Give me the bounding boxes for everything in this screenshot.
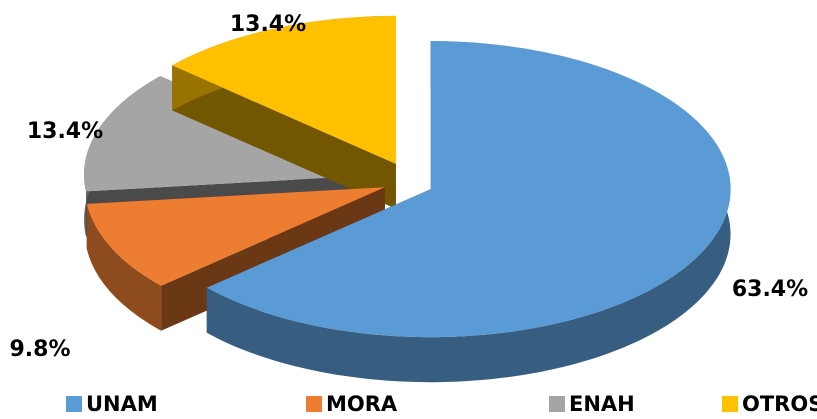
legend-label: ENAH [569, 392, 635, 416]
legend-swatch [722, 396, 738, 412]
slice [206, 41, 731, 338]
legend-label: UNAM [86, 392, 158, 416]
data-label: 13.4% [27, 119, 103, 144]
legend-swatch [66, 396, 82, 412]
slice [172, 15, 396, 164]
legend-label: OTROS [742, 392, 817, 416]
slice-side [172, 65, 396, 209]
legend-swatch [306, 396, 322, 412]
data-label: 9.8% [9, 337, 70, 362]
data-label: 63.4% [732, 277, 808, 302]
data-label: 13.4% [230, 12, 306, 37]
legend-label: MORA [326, 392, 398, 416]
slice-wall [86, 203, 162, 331]
legend-swatch [549, 396, 565, 412]
slice [86, 187, 385, 286]
slice-wall [206, 41, 731, 383]
